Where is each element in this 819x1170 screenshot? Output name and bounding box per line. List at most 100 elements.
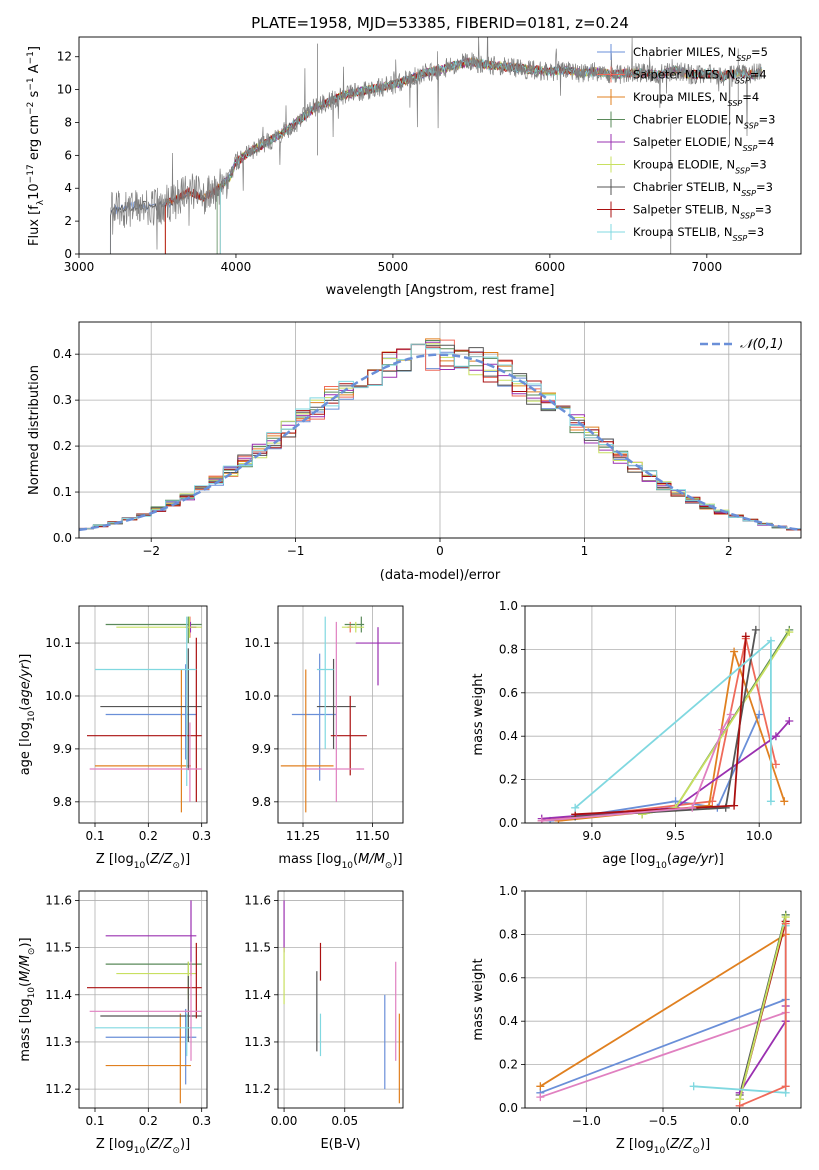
axes-frame [78,321,802,539]
marker-kroupa_miles [780,797,789,806]
label-part: age/yr [672,852,715,867]
series-salpeter_stelib [575,636,747,816]
legend-tail: =5 [751,45,768,59]
legend-text: Salpeter STELIB, N [633,203,740,217]
label-part: erg cm [27,115,42,164]
panel-spectrum: 3000 4000 5000 6000 7000 0 2 4 6 8 10 12 Chabrier MI… [26,36,802,298]
x-tick-label: 0.1 [85,1114,104,1128]
marker-salpeter_miles [771,760,780,769]
y-tick-label: 11.3 [244,1035,271,1049]
y-tick-label: 0.0 [499,1101,518,1115]
legend-tail: =3 [750,158,767,172]
y-tick-label: 12 [57,50,72,64]
marker-chabrier_stelib [721,803,730,812]
y-axis-label: Normed distribution [27,365,42,495]
x-tick-label: 5000 [378,260,409,274]
axes-frame [277,605,404,824]
legend-tail: =3 [747,225,764,239]
legend-label: Chabrier MILES, NSSP=5 [633,45,768,63]
axes-frame [524,605,802,824]
label-part: age/yr [18,662,33,705]
legend-text: Kroupa ELODIE, N [633,158,735,172]
panel-age_vs_mass: 11.25 11.50 9.8 9.9 10.0 10.1 mass [log10(M/M⊙… [244,605,404,871]
marker-chabrier_stelib [751,625,760,634]
label-part: Z/Z [669,1137,693,1152]
marker-salpeter_stelib [741,632,750,641]
marker-pink [688,803,697,812]
x-tick-label: 9.0 [582,829,601,843]
marker-salpeter_miles [781,919,790,928]
y-tick-label: 11.4 [45,988,72,1002]
x-tick-label: 0.2 [139,1114,158,1128]
panel-age_vs_Z: 0.1 0.2 0.39.89.910.010.1Z [log10(Z/Z⊙)]ag… [18,605,211,871]
x-tick-label: 1 [581,544,589,558]
label-part: 10 [342,861,354,871]
y-tick-label: 9.9 [53,742,72,756]
marker-kroupa_stelib [689,1082,698,1091]
x-tick-label: 0.2 [139,829,158,843]
label-part: )] [18,937,33,947]
label-part: λ [36,199,46,205]
legend-label: Salpeter ELODIE, NSSP=4 [633,135,774,153]
legend-text: Chabrier ELODIE, N [633,113,744,127]
x-tick-label: −1.0 [572,1114,601,1128]
series-kroupa_stelib [574,638,772,809]
label-part: )] [392,852,402,867]
y-tick-label: 0.0 [53,531,72,545]
marker-kroupa_stelib [766,797,775,806]
series-chabrier_miles [539,998,787,1094]
label-part: )] [700,1137,710,1152]
panel-weight_vs_Z: −1.0 −0.5 0.0 0.0 0.2 0.4 0.6 0.8 1.0 Z [log10(Z/… [471,884,802,1156]
legend-label: Kroupa ELODIE, NSSP=3 [633,158,767,176]
y-tick-label: 0.6 [499,686,518,700]
y-tick-label: 11.5 [45,941,72,955]
x-axis-label: E(B-V) [320,1137,360,1152]
x-tick-label: 0.00 [271,1114,298,1128]
legend-tail: =3 [759,113,776,127]
label-part: Z [log [96,852,134,867]
x-tick-label: 6000 [535,260,566,274]
label-part: −1 [26,77,36,90]
x-axis-label: Z [log10(Z/Z⊙)] [96,852,190,871]
y-tick-label: 0.2 [499,773,518,787]
x-tick-label: 3000 [64,260,95,274]
legend-sub: SSP [728,99,743,108]
y-tick-label: 1.0 [499,884,518,898]
label-part: ( [18,706,33,711]
panel-mass_vs_Z: 0.1 0.2 0.311.211.311.411.511.6Z [log10(Z/… [18,890,211,1156]
label-part: ( [667,852,672,867]
legend-sub: SSP [740,211,755,220]
y-tick-label: 10.0 [45,689,72,703]
marker-salpeter_elodie [785,717,794,726]
label-part: A [27,64,42,77]
legend-sub: SSP [736,54,751,63]
plot-area [537,625,794,823]
y-tick-label: 0.2 [53,439,72,453]
y-tick-label: 11.2 [244,1082,271,1096]
legend-label: Kroupa STELIB, NSSP=3 [633,225,764,243]
x-tick-label: 0.05 [331,1114,358,1128]
label-part: 10 [27,710,37,722]
y-tick-label: 0.6 [499,971,518,985]
label-part: age [log [18,722,33,775]
series-pink [540,1011,786,1099]
legend-text: Salpeter MILES, N [633,68,735,82]
y-tick-label: 0 [64,247,72,261]
marker-chabrier_miles [755,710,764,719]
legend-text: Kroupa MILES, N [633,90,728,104]
x-tick-label: −1 [287,544,305,558]
legend-text: Chabrier STELIB, N [633,180,741,194]
plot-area [283,900,400,1104]
label-part: )] [18,654,33,664]
label-part: ( [145,852,150,867]
y-tick-label: 8 [64,115,72,129]
label-part: M/M [18,955,33,982]
label-part: Z [log [616,1137,654,1152]
series-kroupa_miles [539,933,787,1088]
marker-kroupa_miles [730,647,739,656]
x-tick-label: 11.50 [355,829,389,843]
marker-pink [726,710,735,719]
x-tick-label: 0.0 [730,1114,749,1128]
